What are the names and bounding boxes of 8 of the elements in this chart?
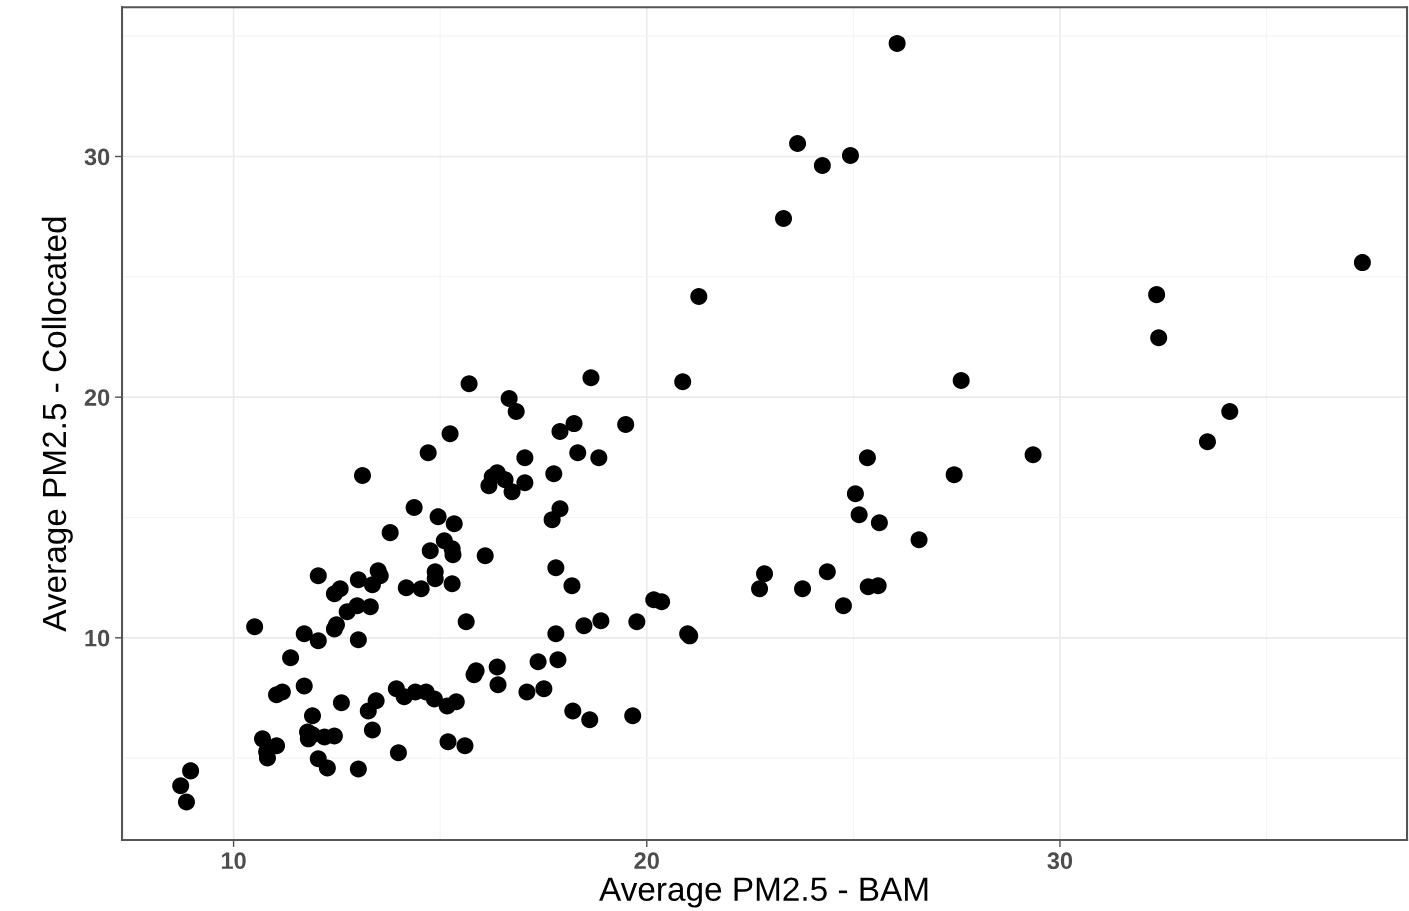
y-tick-label: 30 [84,148,110,166]
x-tick-label: 30 [1047,852,1073,870]
x-tick-label: 20 [634,852,659,870]
x-tick-label: 10 [221,852,246,870]
y-tick-label: 20 [84,389,110,406]
x-axis-title: Average PM2.5 - BAM [599,877,928,908]
y-axis-title: Average PM2.5 - Collocated [41,217,73,632]
y-tick-label: 10 [85,629,110,647]
